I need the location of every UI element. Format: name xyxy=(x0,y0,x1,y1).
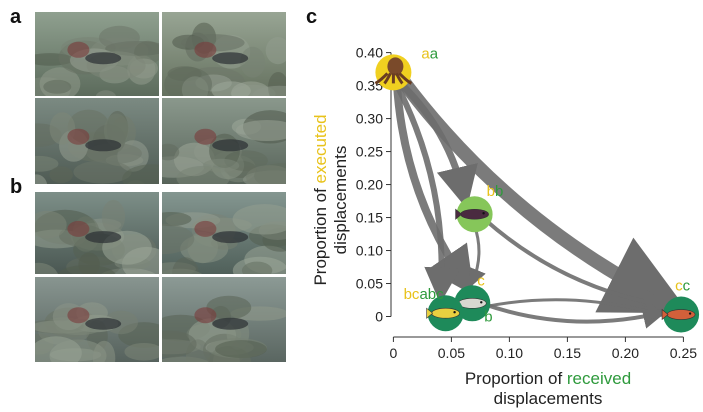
node-damselfish: bb xyxy=(455,183,504,233)
y-tick-label: 0.20 xyxy=(356,177,383,193)
y-tick-label: 0.25 xyxy=(356,144,383,160)
panel-letter-b: b xyxy=(10,176,23,198)
node-label-damselfish: bb xyxy=(487,183,504,200)
octopus-icon xyxy=(374,57,413,85)
edge-octopus-to-damselfish xyxy=(396,79,478,209)
photo-b3 xyxy=(35,277,159,362)
panel-letter-c: c xyxy=(306,6,318,28)
x-tick-label: 0 xyxy=(390,345,398,361)
y-axis-label-key: executed xyxy=(311,114,330,183)
photo-b2 xyxy=(162,192,286,274)
y-axis-label-pre: Proportion of xyxy=(311,183,330,285)
photo-a3 xyxy=(35,98,159,184)
photo-a4 xyxy=(162,98,286,184)
y-tick-label: 0 xyxy=(375,309,383,325)
x-tick-label: 0.20 xyxy=(612,345,639,361)
node-wrasse: bcabc xyxy=(404,286,464,332)
node-label-goatfish: c xyxy=(477,272,485,289)
x-tick-label: 0.10 xyxy=(496,345,523,361)
damselfish-icon xyxy=(455,208,489,220)
x-tick-label: 0.05 xyxy=(438,345,465,361)
y-tick-label: 0.15 xyxy=(356,210,383,226)
photo-a2 xyxy=(162,12,286,96)
node-octopus: aa xyxy=(374,45,439,91)
x-tick-label: 0.25 xyxy=(670,345,697,361)
x-axis-label-key: received xyxy=(567,369,631,388)
node-label-wrasse: bcabc xyxy=(404,286,445,303)
node-label-grouper: cc xyxy=(675,278,691,295)
y-tick-label: 0.30 xyxy=(356,111,383,127)
wrasse-icon xyxy=(426,307,460,319)
photo-a1 xyxy=(35,12,159,96)
node-grouper: cc xyxy=(661,278,700,333)
y-tick-label: 0.10 xyxy=(356,243,383,259)
grouper-icon xyxy=(661,308,696,321)
chart-nodes: aa bb c b bcabc cc xyxy=(374,45,700,333)
y-tick-label: 0.40 xyxy=(356,45,383,61)
panel-letter-a: a xyxy=(10,6,22,28)
edge-goatfish-to-grouper xyxy=(482,302,667,329)
y-axis-label-line2: displacements xyxy=(331,146,350,255)
x-axis-label-line2: displacements xyxy=(494,389,603,408)
node-label-octopus: aa xyxy=(421,45,438,62)
chart-axes: 0 0.05 0.10 0.15 0.20 0.25 0 0.05 0.10 0.15 0.20 0.… xyxy=(356,45,697,361)
edge-octopus-to-goatfish xyxy=(392,82,475,296)
x-tick-label: 0.15 xyxy=(554,345,581,361)
y-axis-label: Proportion of executed xyxy=(311,114,330,285)
photo-b4 xyxy=(162,277,286,362)
photo-b1 xyxy=(35,192,159,274)
x-axis-label: Proportion of received xyxy=(465,369,631,388)
y-tick-label: 0.05 xyxy=(356,276,383,292)
node-label-goatfish-received: b xyxy=(484,308,492,325)
edge-damselfish-to-grouper xyxy=(482,217,670,314)
edge-octopus-to-wrasse xyxy=(393,81,461,304)
x-axis-label-pre: Proportion of xyxy=(465,369,567,388)
